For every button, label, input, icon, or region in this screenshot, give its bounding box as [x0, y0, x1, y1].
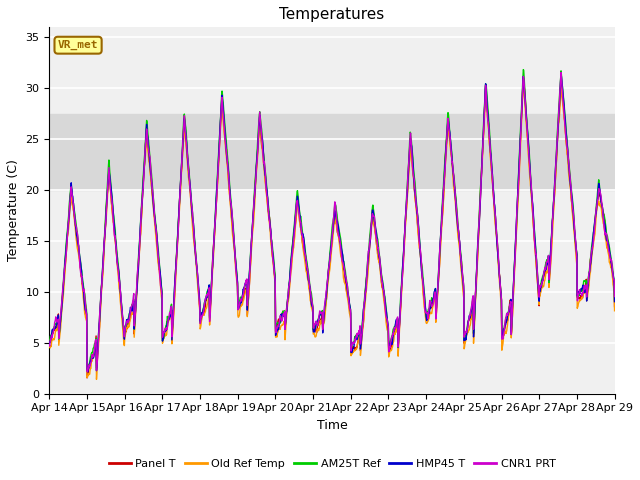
- Y-axis label: Temperature (C): Temperature (C): [7, 159, 20, 262]
- Legend: Panel T, Old Ref Temp, AM25T Ref, HMP45 T, CNR1 PRT: Panel T, Old Ref Temp, AM25T Ref, HMP45 …: [104, 454, 560, 473]
- Title: Temperatures: Temperatures: [279, 7, 385, 22]
- X-axis label: Time: Time: [317, 419, 348, 432]
- Text: VR_met: VR_met: [58, 40, 99, 50]
- Bar: [49, 114, 614, 190]
